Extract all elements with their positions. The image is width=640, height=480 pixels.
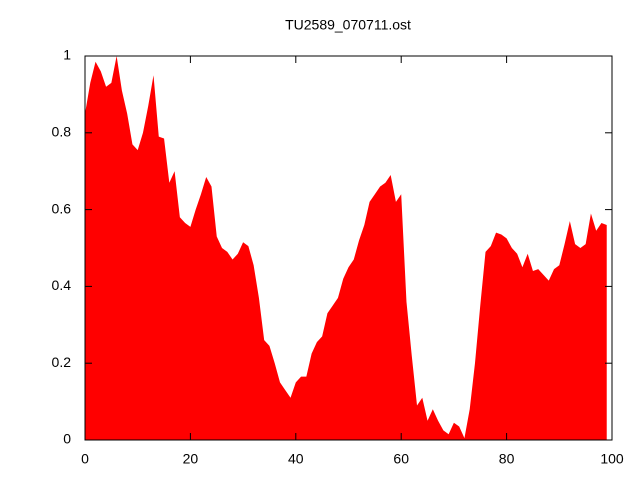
y-tick-label: 0.6 (52, 200, 72, 216)
y-tick-label: 0.4 (52, 277, 72, 293)
y-tick-label: 0.2 (52, 354, 72, 370)
x-tick-label: 40 (288, 451, 304, 467)
x-tick-label: 60 (393, 451, 409, 467)
x-tick-label: 100 (600, 451, 624, 467)
x-tick-label: 20 (183, 451, 199, 467)
y-tick-label: 0 (63, 431, 71, 447)
area (85, 56, 607, 440)
x-tick-label: 0 (81, 451, 89, 467)
plot-border (84, 55, 613, 441)
chart-title: TU2589_070711.ost (285, 17, 411, 33)
y-tick-label: 0.8 (52, 124, 72, 140)
x-tick-label: 80 (499, 451, 515, 467)
y-tick-label: 1 (63, 47, 71, 63)
